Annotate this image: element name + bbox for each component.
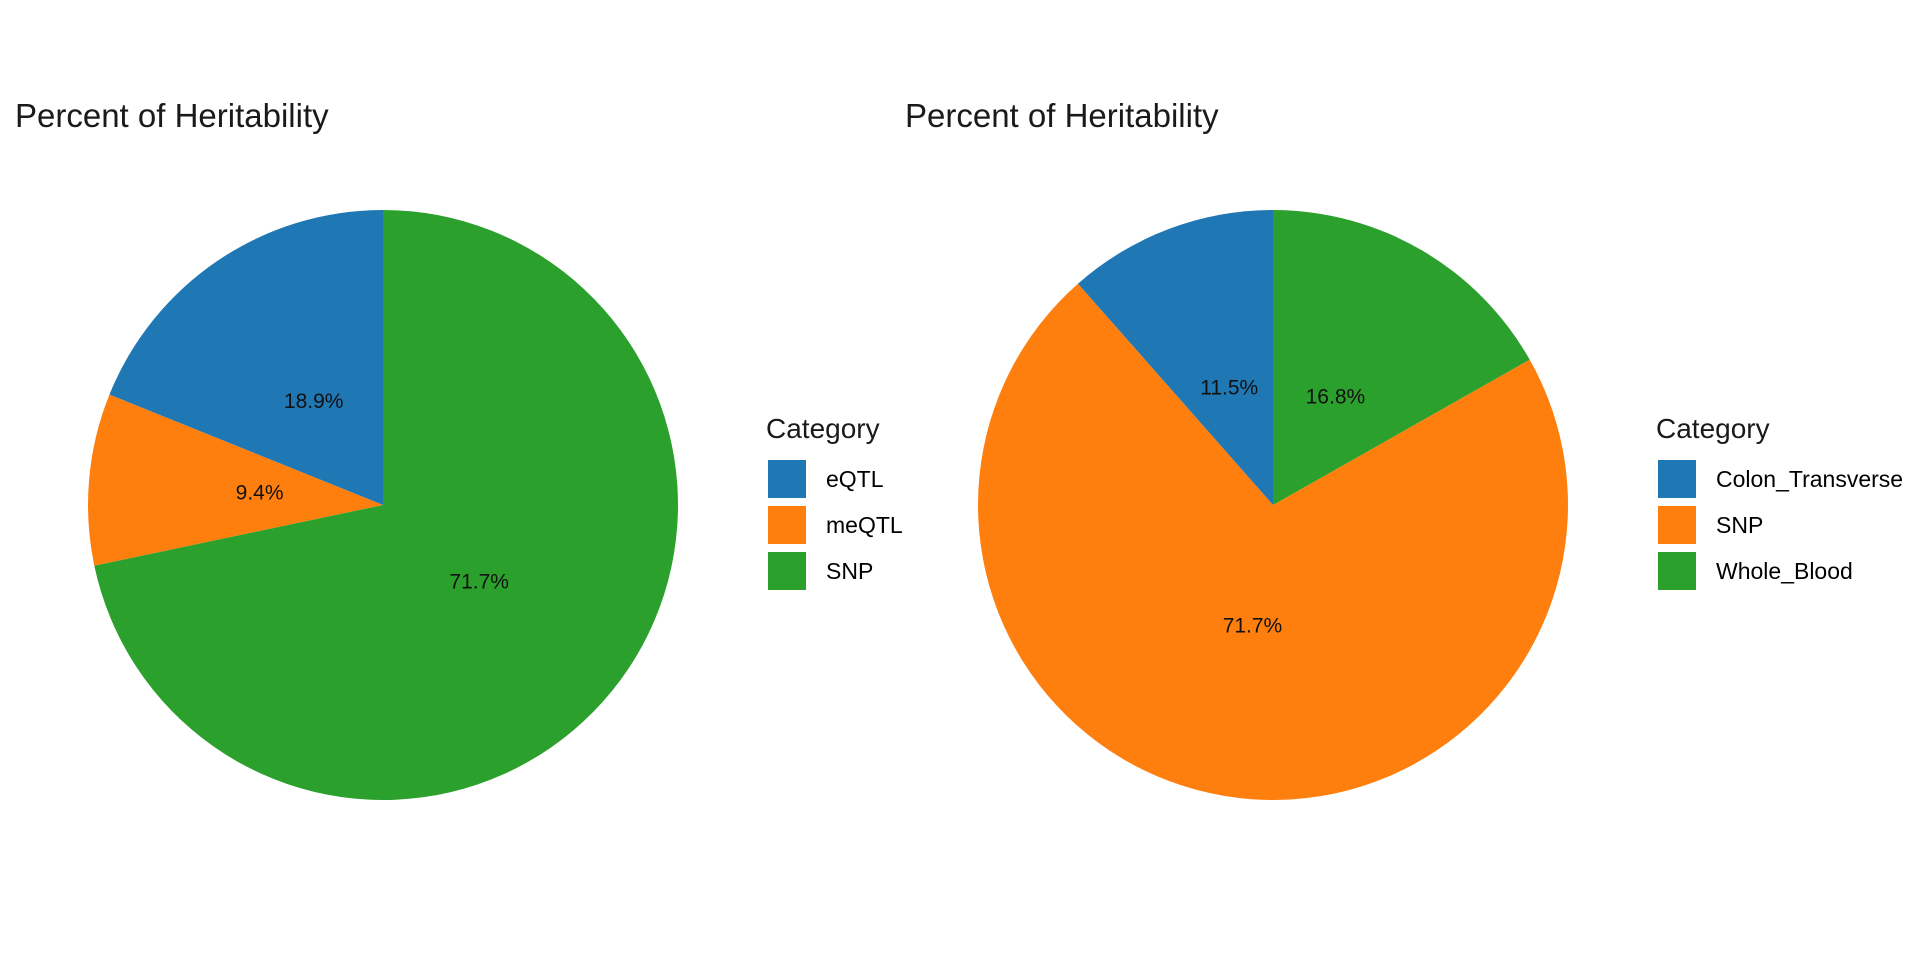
legend-label: SNP (1716, 511, 1764, 538)
legend-label: eQTL (826, 465, 884, 492)
pie-plot: 18.9% 9.4% 71.7% (87, 210, 679, 800)
pie-slice-meqtl (87, 394, 383, 566)
slice-percent-label: 11.5% (1200, 377, 1258, 400)
slice-percent-label: 16.8% (1306, 386, 1366, 409)
legend-label: SNP (826, 557, 874, 584)
legend-key (766, 504, 808, 546)
legend-item: eQTL (766, 456, 903, 502)
legend-label: Colon_Transverse (1716, 465, 1904, 492)
legend-label: meQTL (826, 511, 903, 538)
pie-plot: 11.5% 71.7% 16.8% (978, 209, 1568, 800)
legend-item: meQTL (766, 502, 903, 548)
legend-key (766, 550, 808, 592)
pie-slice-eqtl (109, 210, 383, 505)
legend-key (1656, 458, 1698, 500)
legend-key (766, 458, 808, 500)
slice-percent-label: 71.7% (1223, 615, 1283, 638)
legend-title: Category (766, 413, 880, 444)
slice-percent-label: 9.4% (236, 482, 284, 505)
pie-slice-whole-blood (1273, 209, 1530, 505)
legend-label: Whole_Blood (1716, 557, 1853, 584)
pie-chart-left: Percent of Heritability 18.9% 9.4% 71.7% C… (0, 0, 903, 960)
slice-percent-label: 18.9% (284, 390, 344, 413)
legend: Category Colon_Transverse SNP Whole_Bloo… (1656, 412, 1903, 594)
pie-chart-right: Percent of Heritability 11.5% 71.7% 16.8% … (890, 0, 1903, 960)
legend-item: Whole_Blood (1656, 548, 1903, 594)
legend-item: SNP (766, 548, 903, 594)
legend-item: Colon_Transverse (1656, 456, 1903, 502)
pie-slice-snp (94, 210, 679, 800)
chart-title: Percent of Heritability (15, 97, 329, 134)
chart-title: Percent of Heritability (905, 97, 1219, 134)
legend-item: SNP (1656, 502, 1903, 548)
legend-key (1656, 550, 1698, 592)
pie-slice-snp (978, 283, 1568, 800)
legend-key (1656, 504, 1698, 546)
legend: Category eQTL meQTL SNP (766, 412, 903, 594)
legend-title: Category (1656, 413, 1770, 444)
pie-slice-colon-transverse (1077, 210, 1273, 505)
slice-percent-label: 71.7% (449, 571, 509, 594)
